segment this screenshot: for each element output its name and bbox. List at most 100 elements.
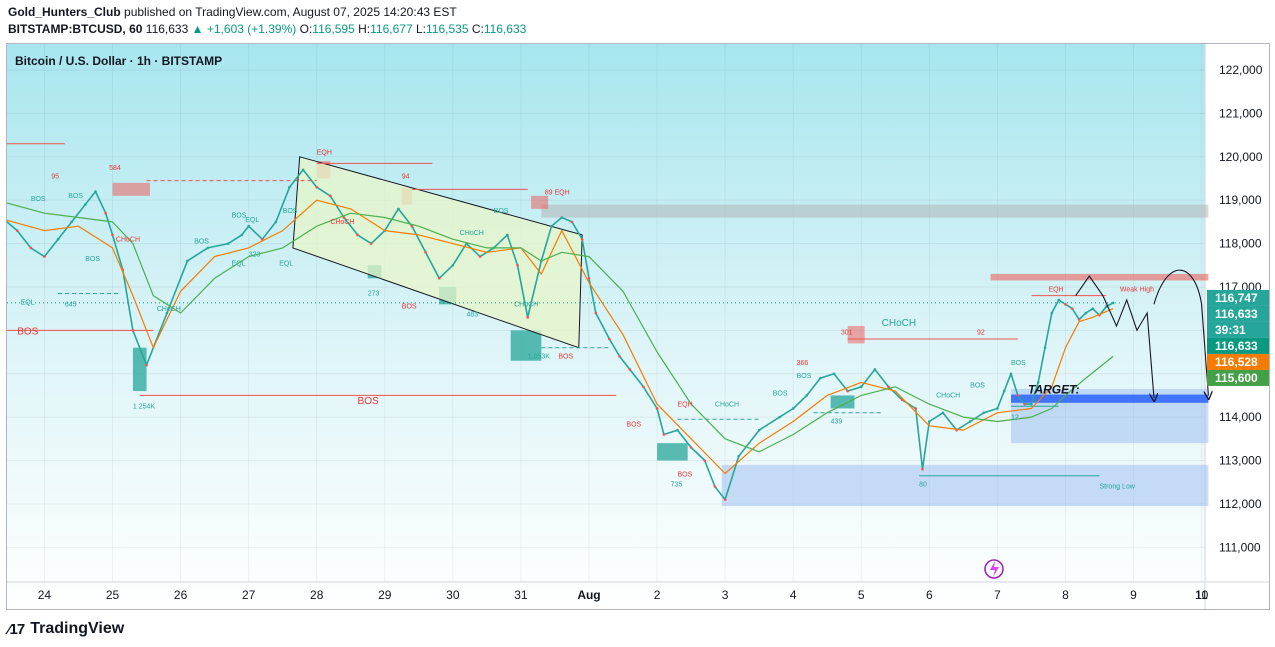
x-tick-label[interactable]: 11 [1195,588,1208,602]
chart-annotation: EQH [317,150,332,157]
footer-brand[interactable]: TradingView [30,620,125,637]
y-tick-label[interactable]: 121,000 [1219,106,1263,120]
y-tick-label[interactable]: 118,000 [1219,237,1262,251]
chart-annotation: 735 [671,482,683,489]
y-tick-label[interactable]: 113,000 [1219,454,1262,468]
price-point [662,433,666,436]
price-point [1057,298,1060,302]
price-point [778,415,781,419]
chart-annotation: 1.254K [133,403,156,410]
x-tick-label[interactable]: 9 [1130,588,1137,602]
x-tick-label[interactable]: Aug [577,588,600,602]
y-tick-label[interactable]: 114,000 [1219,410,1262,424]
low-label: L: [415,22,426,36]
chart-annotation: Weak High [1120,286,1154,293]
price-point [410,224,414,228]
price-point [165,311,169,315]
price-point [594,311,598,315]
open-value: 116,595 [312,22,355,36]
chart-annotation: BOS [31,196,46,203]
x-tick-label[interactable]: 31 [514,588,528,602]
price-point [329,194,332,198]
chart-annotation: BOS [358,396,379,407]
open-label: O: [299,22,313,36]
chart-annotation: BOS [68,193,83,200]
chart-annotation: 92 [977,330,985,337]
x-tick-label[interactable]: 30 [446,588,460,602]
price-tag-label: 116,528 [1215,355,1258,369]
price-point [1064,303,1067,306]
order-block [510,330,542,361]
price-chart[interactable]: BOS BOS CHoCH Weak High Strong Low EQH TARGET:… [7,44,1269,609]
chart-annotation: BOS [494,208,509,215]
x-tick-label[interactable]: 24 [38,588,52,602]
price-point [70,220,73,224]
chart-annotation: 1.053K [528,354,551,361]
high-label: H: [358,22,371,36]
x-tick-label[interactable]: 7 [994,588,1001,602]
x-tick-label[interactable]: 2 [654,588,661,602]
y-tick-label[interactable]: 120,000 [1219,150,1263,164]
up-arrow-icon: ▲ [191,22,204,36]
low-value: 116,535 [426,22,469,36]
chart-annotation: 301 [841,330,853,337]
chart-annotation: Strong Low [1099,484,1135,491]
flash-icon[interactable] [984,559,1004,579]
x-tick-label[interactable]: 28 [310,588,324,602]
price-change: +1,603 (+1.39%) [206,22,297,36]
price-tag [1207,289,1269,306]
price-point [1030,402,1033,406]
price-point [887,385,890,389]
y-tick-label[interactable]: 112,000 [1219,497,1262,511]
x-tick-label[interactable]: 25 [106,588,120,602]
price-point [676,428,679,432]
chart-annotation: 273 [368,291,380,298]
price-point [516,263,519,267]
price-point [15,229,19,232]
price-point [247,224,250,228]
chart-annotation: BOS [1011,360,1026,367]
price-point [288,185,291,189]
author-name[interactable]: Gold_Hunters_Club [8,5,121,19]
price-point [832,372,836,376]
published-text: published on TradingView.com, August 07,… [124,5,457,19]
chart-annotation: 366 [797,360,809,367]
x-tick-label[interactable]: 6 [926,588,933,602]
x-tick-label[interactable]: 26 [174,588,188,602]
chart-pane[interactable]: BOS BOS CHoCH Weak High Strong Low EQH TARGET:… [6,43,1270,610]
price-point [131,329,135,332]
y-tick-label[interactable]: 122,000 [1219,63,1263,77]
chart-annotation: BOS [797,373,812,380]
price-point [1091,307,1094,310]
price-point [111,233,114,237]
price-point [689,446,693,449]
chart-annotation: 80 [919,482,927,489]
price-point [608,337,611,341]
chart-annotation: TARGET: [1028,382,1080,396]
x-tick-label[interactable]: 27 [242,588,256,602]
x-tick-label[interactable]: 3 [722,588,729,602]
symbol-label[interactable]: BITSTAMP:BTCUSD, 60 [8,22,143,36]
chart-annotation: BOS [17,327,38,338]
price-point [1002,389,1006,393]
x-tick-label[interactable]: 5 [858,588,865,602]
x-tick-label[interactable]: 4 [790,588,797,602]
chart-annotation: EQL [232,260,246,267]
chart-title: Bitcoin / U.S. Dollar · 1h · BITSTAMP [15,54,222,68]
price-point [873,368,877,371]
price-tag-label: 115,600 [1215,371,1258,385]
x-tick-label[interactable]: 10 [1195,588,1209,602]
close-label: C: [471,22,484,36]
y-tick-label[interactable]: 111,000 [1219,540,1261,554]
y-tick-label[interactable]: 119,000 [1219,193,1262,207]
price-point [737,454,741,458]
moving-average-line [7,202,1114,453]
projection-paths [1075,269,1209,397]
price-point [274,220,278,224]
price-point [478,255,482,258]
tradingview-logo-icon[interactable]: ⁄17 [8,620,25,638]
x-tick-label[interactable]: 29 [378,588,392,602]
x-tick-label[interactable]: 8 [1062,588,1069,602]
price-tag-label: 116,747 [1215,291,1258,305]
